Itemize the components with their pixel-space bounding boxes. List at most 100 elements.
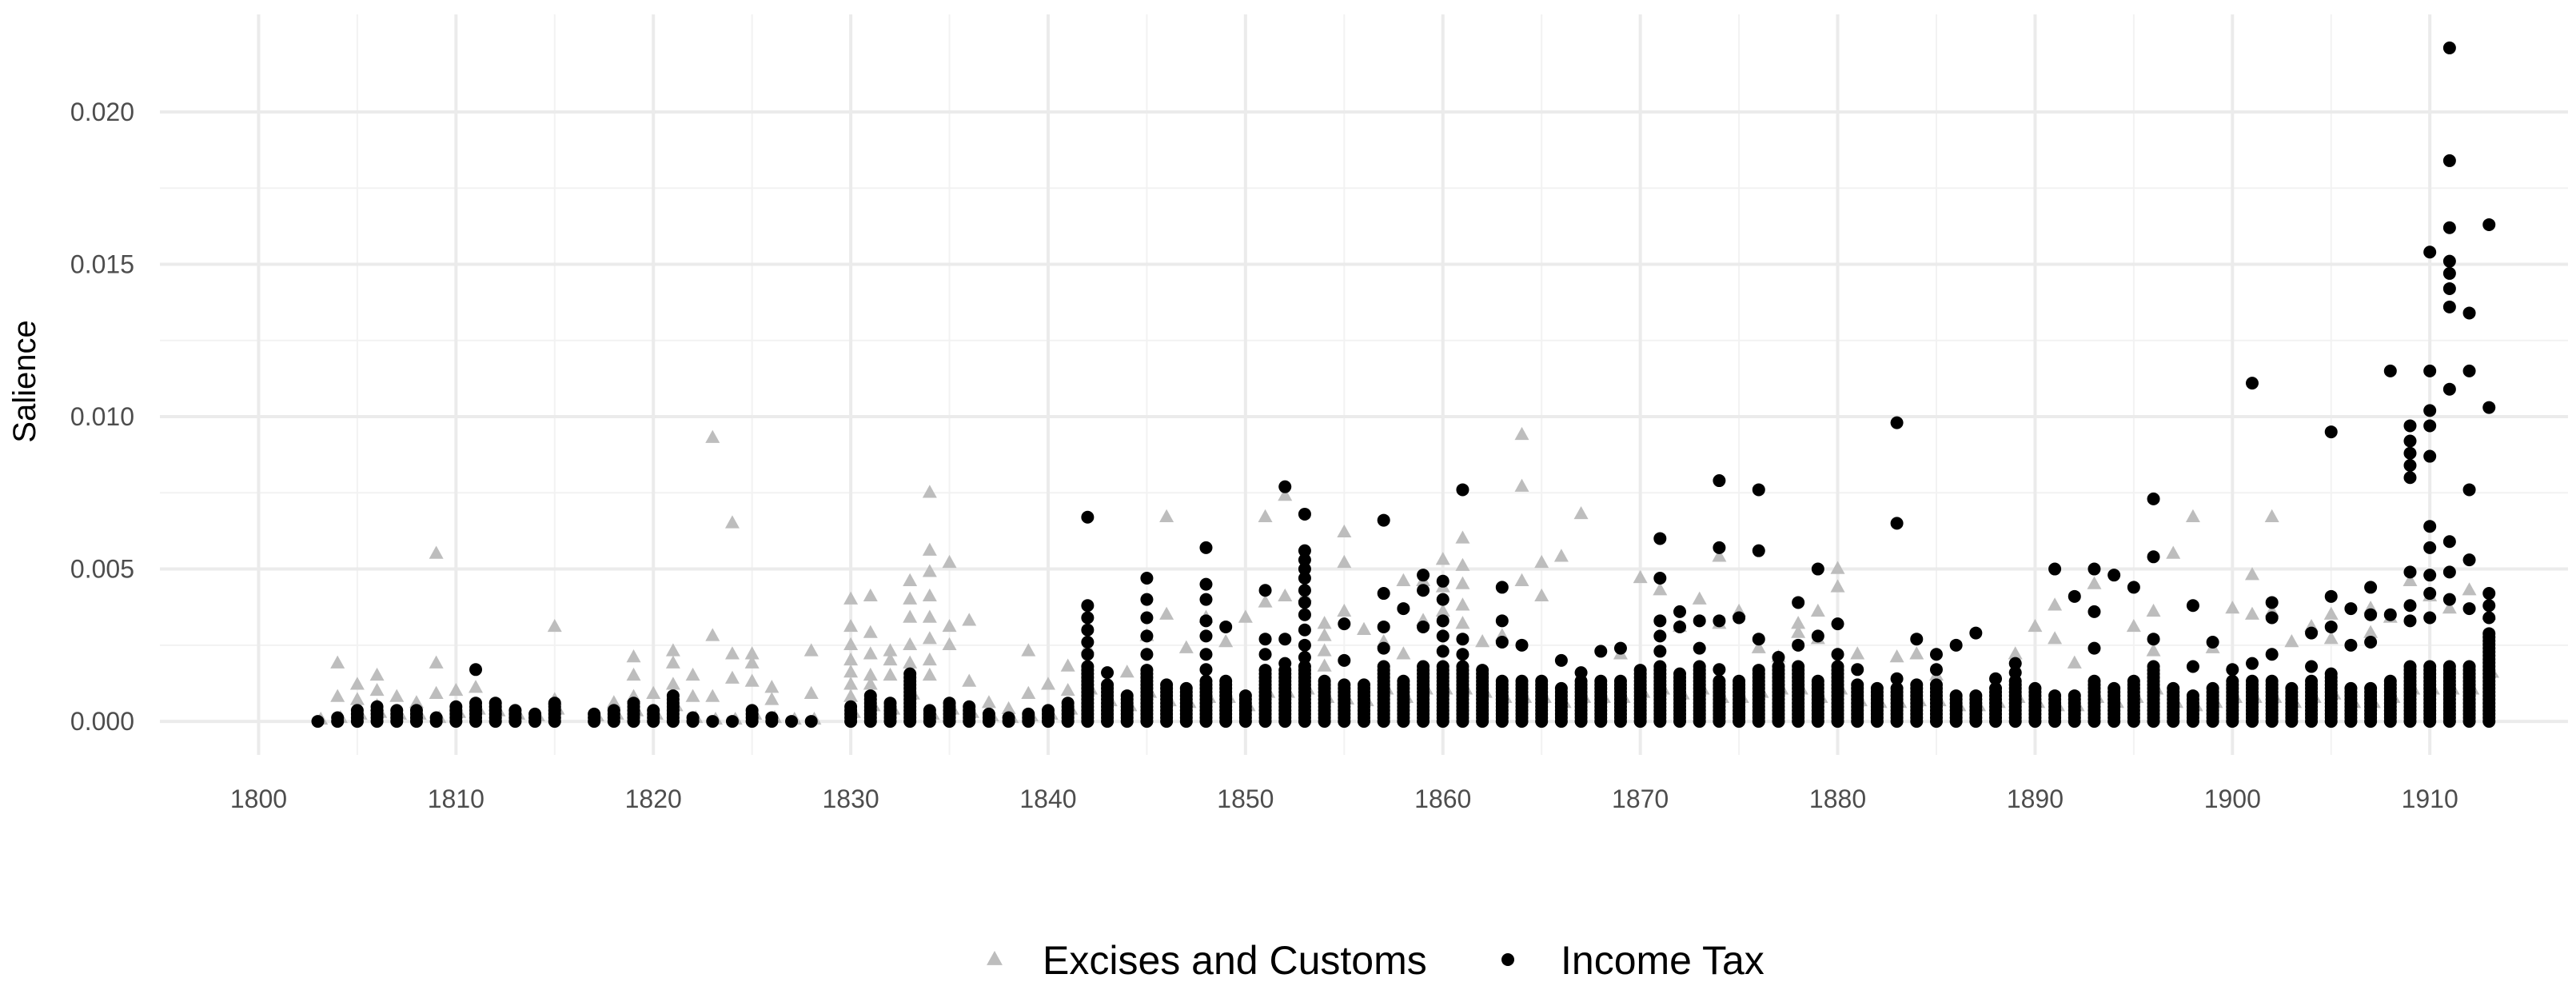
point-income-tax [627, 697, 640, 710]
point-income-tax [2423, 364, 2437, 377]
legend-label-income-tax: Income Tax [1561, 938, 1765, 982]
point-excises-and-customs [1514, 426, 1529, 441]
point-excises-and-customs [2087, 576, 2102, 589]
point-excises-and-customs [843, 689, 859, 702]
point-income-tax [2088, 674, 2101, 688]
point-excises-and-customs [2067, 655, 2082, 669]
point-excises-and-customs [883, 652, 898, 666]
point-excises-and-customs [449, 682, 464, 697]
point-income-tax [1298, 651, 1311, 665]
point-income-tax [2068, 589, 2081, 603]
point-income-tax [1713, 541, 1726, 554]
point-income-tax [1199, 674, 1213, 688]
point-income-tax [1377, 620, 1390, 633]
point-income-tax [2364, 681, 2378, 695]
point-income-tax [1179, 681, 1193, 695]
point-income-tax [1515, 638, 1529, 652]
point-income-tax [1890, 416, 1904, 429]
point-excises-and-customs [1258, 594, 1273, 608]
point-income-tax [2206, 636, 2219, 649]
point-income-tax [982, 707, 995, 721]
point-income-tax [1792, 596, 1805, 609]
point-excises-and-customs [330, 689, 345, 702]
point-income-tax [1870, 681, 1884, 695]
point-income-tax [2442, 660, 2456, 673]
point-excises-and-customs [409, 695, 424, 709]
point-income-tax [1613, 641, 1627, 655]
point-income-tax [1081, 636, 1095, 649]
point-income-tax [2423, 419, 2437, 433]
point-excises-and-customs [1337, 603, 1352, 617]
point-excises-and-customs [2323, 606, 2339, 620]
point-income-tax [1377, 587, 1390, 601]
point-excises-and-customs [626, 649, 641, 663]
point-excises-and-customs [922, 485, 937, 498]
point-excises-and-customs [429, 655, 444, 669]
point-excises-and-customs [942, 618, 957, 633]
point-income-tax [350, 704, 364, 717]
point-income-tax [1238, 689, 1252, 703]
point-income-tax [1417, 569, 1430, 582]
point-income-tax [2344, 638, 2358, 652]
point-income-tax [1436, 614, 1449, 628]
point-income-tax [2403, 458, 2417, 472]
point-income-tax [1081, 660, 1095, 673]
point-income-tax [2462, 483, 2476, 497]
point-income-tax [2068, 689, 2081, 703]
point-excises-and-customs [2048, 597, 2063, 611]
x-tick-label: 1810 [428, 784, 484, 813]
point-income-tax [1633, 664, 1647, 677]
point-income-tax [1456, 633, 1469, 646]
point-income-tax [1495, 636, 1509, 649]
point-income-tax [1713, 614, 1726, 628]
point-income-tax [1969, 626, 1983, 640]
point-excises-and-customs [942, 554, 957, 569]
point-excises-and-customs [705, 689, 720, 702]
point-income-tax [2482, 401, 2496, 414]
point-income-tax [1456, 483, 1469, 497]
point-excises-and-customs [1830, 561, 1845, 574]
point-excises-and-customs [665, 643, 680, 657]
point-excises-and-customs [1514, 478, 1529, 492]
point-excises-and-customs [863, 588, 878, 602]
point-income-tax [1417, 584, 1430, 597]
point-income-tax [1278, 657, 1292, 670]
point-income-tax [1653, 614, 1667, 628]
x-tick-label: 1820 [625, 784, 682, 813]
point-excises-and-customs [429, 545, 444, 559]
point-income-tax [2423, 404, 2437, 417]
point-excises-and-customs [626, 667, 641, 681]
point-excises-and-customs [1455, 597, 1470, 611]
point-excises-and-customs [843, 677, 859, 690]
point-income-tax [2324, 620, 2338, 633]
point-income-tax [1397, 674, 1410, 688]
x-axis-ticks: 1800 1810 1820 1830 1840 1850 1860 1870 1880 1890… [230, 784, 2458, 813]
point-income-tax [1653, 645, 1667, 658]
point-excises-and-customs [685, 667, 700, 681]
point-excises-and-customs [1278, 588, 1293, 602]
point-income-tax [2147, 492, 2160, 505]
point-income-tax [1318, 674, 1331, 688]
point-income-tax [1377, 660, 1390, 673]
point-income-tax [1811, 674, 1824, 688]
point-income-tax [1140, 611, 1154, 625]
point-income-tax [2324, 589, 2338, 603]
point-income-tax [2403, 565, 2417, 579]
point-income-tax [2265, 596, 2279, 609]
point-income-tax [1851, 663, 1864, 677]
point-excises-and-customs [922, 667, 937, 681]
point-income-tax [1989, 681, 2003, 695]
point-income-tax [1752, 544, 1765, 557]
point-income-tax [1653, 532, 1667, 545]
point-excises-and-customs [1021, 643, 1036, 657]
point-income-tax [2226, 674, 2239, 688]
point-income-tax [1140, 664, 1154, 677]
y-axis-title: Salience [7, 320, 42, 442]
point-income-tax [2403, 660, 2417, 673]
point-excises-and-customs [903, 637, 918, 651]
point-income-tax [1298, 544, 1311, 557]
point-income-tax [2147, 660, 2160, 673]
point-income-tax [1041, 704, 1055, 717]
point-income-tax [2088, 562, 2101, 576]
